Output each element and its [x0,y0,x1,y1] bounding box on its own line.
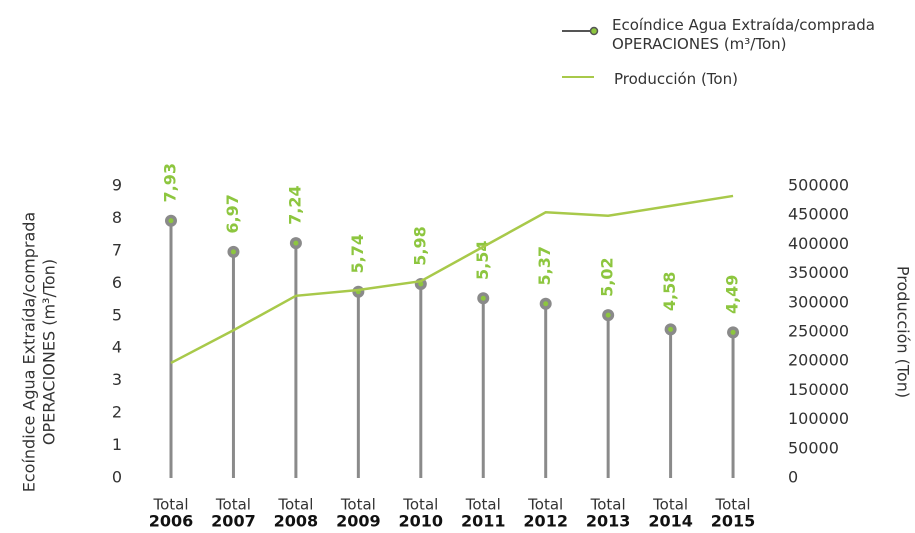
x-tick-label: Total [402,496,438,514]
x-tick-label: Total [527,496,563,514]
data-label: 5,37 [535,246,554,285]
x-tick-label: Total [715,496,751,514]
y2-tick-label: 500000 [788,176,849,195]
data-label: 5,02 [598,257,617,296]
y2-tick-label: 450000 [788,205,849,224]
lollipop-center [293,240,299,246]
legend-marker [589,26,599,36]
y-tick-label: 9 [112,176,122,195]
legend-label: Ecoíndice Agua Extraída/comprada OPERACI… [612,16,875,53]
y2-tick-label: 350000 [788,263,849,282]
lollipop-center [168,218,174,224]
data-label: 5,98 [410,226,429,265]
x-tick-label: Total [277,496,313,514]
data-label: 4,58 [660,272,679,311]
x-tick-label: 2008 [274,512,319,531]
lollipop-center [418,281,424,287]
y-axis-title: Ecoíndice Agua Extraída/comprada [20,212,39,492]
lollipop-center [605,312,611,318]
y2-tick-label: 400000 [788,234,849,253]
x-tick-label: 2007 [211,512,256,531]
x-tick-label: 2006 [149,512,194,531]
x-tick-label: 2012 [523,512,568,531]
lollipop-center [480,295,486,301]
y-tick-label: 7 [112,240,122,259]
x-tick-label: Total [652,496,688,514]
y2-tick-label: 200000 [788,351,849,370]
data-label: 4,49 [723,275,742,314]
x-tick-label: Total [590,496,626,514]
data-label: 6,97 [223,194,242,233]
x-tick-label: Total [215,496,251,514]
x-tick-label: 2011 [461,512,506,531]
data-label: 7,93 [161,163,180,202]
x-tick-label: 2013 [586,512,631,531]
x-tick-label: Total [152,496,188,514]
y-tick-label: 4 [112,338,122,357]
x-tick-label: Total [465,496,501,514]
lollipop-center [543,301,549,307]
y-tick-label: 0 [112,468,122,487]
y2-tick-label: 0 [788,468,798,487]
lollipop-center [668,326,674,332]
x-tick-label: 2010 [399,512,444,531]
y-tick-label: 6 [112,273,122,292]
legend-label: Producción (Ton) [614,70,738,88]
x-tick-label: 2009 [336,512,381,531]
y2-tick-label: 150000 [788,380,849,399]
lollipop-center [230,249,236,255]
x-tick-label: Total [340,496,376,514]
y-tick-label: 2 [112,403,122,422]
y-tick-label: 3 [112,370,122,389]
y2-axis-title: Producción (Ton) [894,266,913,398]
x-tick-label: 2015 [711,512,756,531]
lollipop-center [730,329,736,335]
y-tick-label: 8 [112,208,122,227]
data-label: 7,24 [285,185,304,224]
y-axis-title: OPERACIONES (m³/Ton) [40,259,59,445]
x-tick-label: 2014 [648,512,693,531]
y2-tick-label: 250000 [788,322,849,341]
y-tick-label: 1 [112,435,122,454]
data-label: 5,74 [348,234,367,273]
y-tick-label: 5 [112,305,122,324]
y2-tick-label: 100000 [788,409,849,428]
y2-tick-label: 50000 [788,438,839,457]
y2-tick-label: 300000 [788,292,849,311]
production-line [170,194,734,365]
